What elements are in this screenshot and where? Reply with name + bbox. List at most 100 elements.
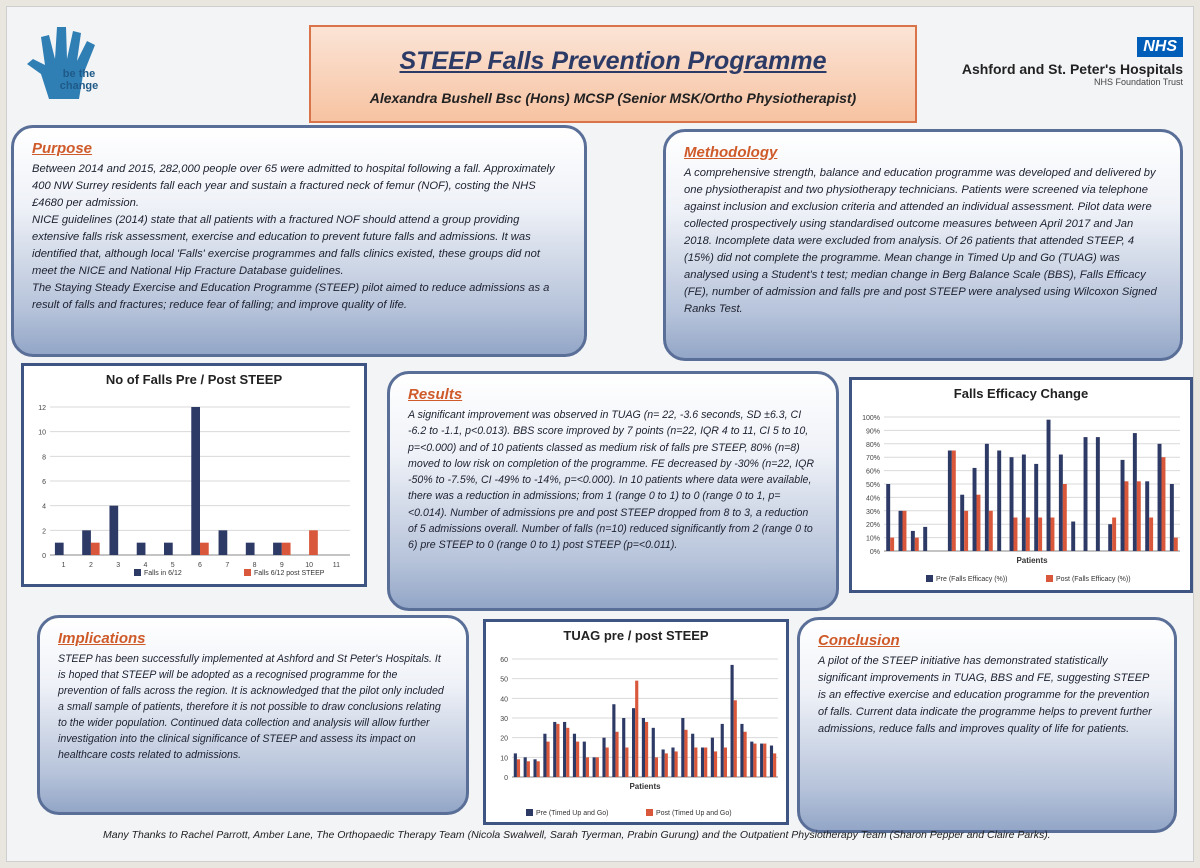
conclusion-panel: Conclusion A pilot of the STEEP initiati… <box>797 617 1177 833</box>
bar-pre <box>592 757 596 777</box>
bar-post <box>1173 537 1178 551</box>
legend-swatch <box>926 575 933 582</box>
bar-pre <box>1132 433 1137 551</box>
y-tick-label: 100% <box>862 415 880 422</box>
bar-pre <box>136 542 146 555</box>
bar-post <box>733 700 737 777</box>
bar-pre <box>582 741 586 777</box>
legend-swatch <box>646 809 653 816</box>
bar-post <box>625 747 629 777</box>
efficacy-chart-box: Falls Efficacy Change 0% 10% 20% 30% 40% 50% 6… <box>849 377 1193 593</box>
bar-post <box>1013 517 1018 551</box>
trust-name: NHS Foundation Trust <box>1093 77 1183 87</box>
bar-pre <box>886 484 891 551</box>
y-tick-label: 20 <box>500 736 508 743</box>
implications-heading: Implications <box>58 630 146 647</box>
bar-post <box>585 757 590 777</box>
tuag-chart-title: TUAG pre / post STEEP <box>563 628 709 643</box>
bar-pre <box>984 443 989 551</box>
bar-post <box>1050 517 1055 551</box>
bar-pre <box>1009 457 1014 551</box>
bar-pre <box>691 733 695 777</box>
bar-pre <box>1046 419 1051 551</box>
bar-pre <box>661 749 665 777</box>
poster-author: Alexandra Bushell Bsc (Hons) MCSP (Senio… <box>369 90 857 106</box>
bar-post <box>713 751 718 777</box>
y-tick-label: 60% <box>866 469 880 476</box>
y-tick-label: 70% <box>866 455 880 462</box>
bar-post <box>890 537 895 551</box>
legend-label: Pre (Timed Up and Go) <box>536 810 609 817</box>
bar-pre <box>54 542 64 555</box>
bar-post <box>684 729 688 777</box>
bar-post <box>281 542 291 555</box>
bar-post <box>704 747 708 777</box>
bar-post <box>723 747 727 777</box>
bar-post <box>743 731 747 777</box>
bar-pre <box>769 745 774 777</box>
bar-post <box>566 727 570 777</box>
bar-pre <box>245 542 255 555</box>
be-the-change-logo: be the change <box>27 27 98 99</box>
y-tick-label: 10 <box>500 755 508 762</box>
y-tick-label: 80% <box>866 442 880 449</box>
x-tick-label: 11 <box>333 562 340 569</box>
legend-label: Falls in 6/12 <box>144 570 182 577</box>
purpose-heading: Purpose <box>32 140 93 157</box>
x-tick-label: 8 <box>253 562 257 569</box>
falls-chart-box: No of Falls Pre / Post STEEP 0 2 4 6 8 10 12 1 2… <box>21 363 367 587</box>
bar-pre <box>1108 524 1113 551</box>
methodology-text: A comprehensive strength, balance and ed… <box>684 167 1157 315</box>
legend-swatch <box>244 569 251 576</box>
efficacy-chart: 0% 10% 20% 30% 40% 50% 60% 70% 80% 90% 100% Patient… <box>862 415 1180 583</box>
y-tick-label: 30 <box>500 716 508 723</box>
x-tick-label: 5 <box>171 562 175 569</box>
falls-chart-title: No of Falls Pre / Post STEEP <box>105 372 283 387</box>
nhs-badge: NHS <box>1137 37 1183 57</box>
bar-post <box>556 723 560 777</box>
bar-post <box>902 510 907 551</box>
y-tick-label: 40% <box>866 495 880 502</box>
bar-post <box>1161 457 1166 551</box>
legend-swatch <box>1046 575 1053 582</box>
methodology-panel: Methodology A comprehensive strength, ba… <box>663 129 1183 361</box>
x-tick-label: 1 <box>62 562 66 569</box>
legend-label: Post (Timed Up and Go) <box>656 810 732 817</box>
bar-pre <box>553 721 557 777</box>
bar-pre <box>972 467 977 551</box>
bar-post <box>90 542 100 555</box>
implications-text: STEEP has been successfully implemented … <box>58 653 444 761</box>
bar-pre <box>681 718 685 777</box>
bar-pre <box>1071 521 1076 551</box>
y-tick-label: 30% <box>866 509 880 516</box>
legend-swatch <box>134 569 141 576</box>
x-axis-label: Patients <box>1016 556 1048 565</box>
bar-post <box>1149 517 1154 551</box>
bar-pre <box>641 718 645 777</box>
purpose-text-1: Between 2014 and 2015, 282,000 people ov… <box>32 163 555 209</box>
bar-post <box>516 759 521 777</box>
bar-pre <box>1021 454 1026 551</box>
bar-pre <box>1169 484 1174 551</box>
x-axis-label: Patients <box>629 782 661 791</box>
bar-pre <box>1083 437 1088 551</box>
y-tick-label: 60 <box>500 657 508 664</box>
x-tick-label: 9 <box>280 562 284 569</box>
bar-post <box>763 743 767 777</box>
y-tick-label: 6 <box>42 479 46 486</box>
bar-pre <box>910 530 915 551</box>
implications-panel: Implications STEEP has been successfully… <box>37 615 469 815</box>
x-tick-label: 4 <box>144 562 148 569</box>
y-tick-label: 90% <box>866 428 880 435</box>
bar-pre <box>1120 459 1125 551</box>
bar-post <box>595 757 599 777</box>
bar-pre <box>218 530 228 555</box>
nhs-logo: NHS Ashford and St. Peter's Hospitals NH… <box>962 37 1183 87</box>
bar-post <box>951 450 956 551</box>
bar-pre <box>730 664 734 777</box>
bar-pre <box>760 743 764 777</box>
bar-post <box>654 757 659 777</box>
bar-pre <box>572 733 577 777</box>
purpose-text-2: NICE guidelines (2014) state that all pa… <box>32 214 540 277</box>
bar-pre <box>1034 463 1039 551</box>
